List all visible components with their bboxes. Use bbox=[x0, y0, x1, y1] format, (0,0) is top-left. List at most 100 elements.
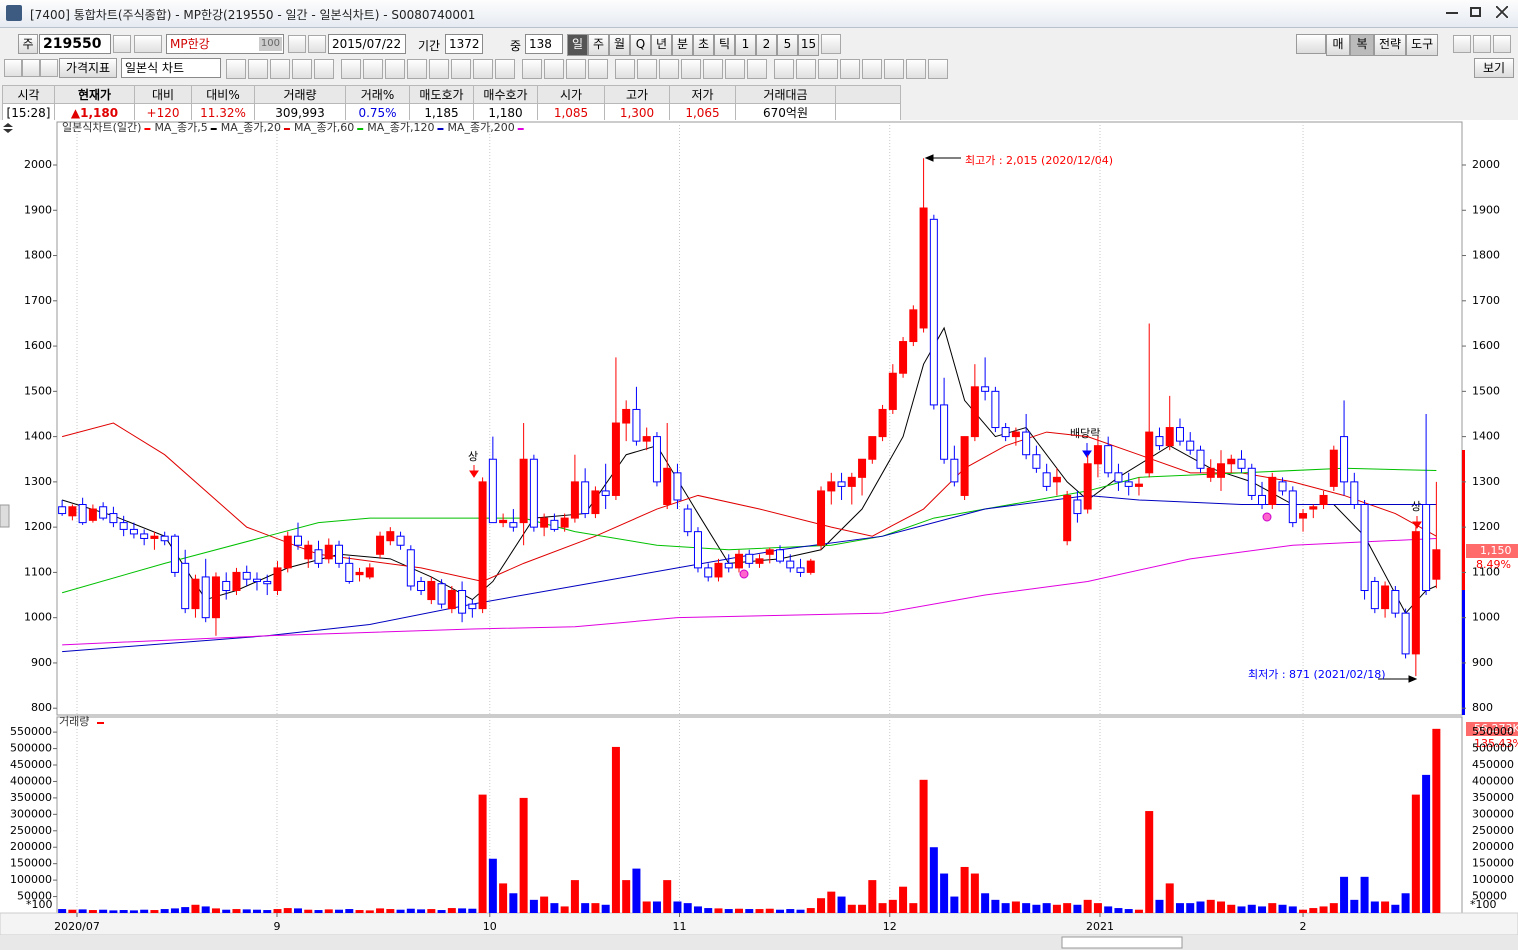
interval-button[interactable]: 년 bbox=[651, 34, 672, 56]
tool-icon[interactable] bbox=[248, 59, 268, 79]
tool-icon[interactable] bbox=[22, 59, 40, 77]
tool-icon[interactable] bbox=[818, 59, 838, 79]
mid-input[interactable]: 138 bbox=[525, 34, 563, 54]
mid-label: 중 bbox=[510, 39, 522, 53]
volume-bar bbox=[817, 898, 826, 913]
name-input[interactable]: MP한강 100 bbox=[166, 34, 284, 54]
window-title: [7400] 통합차트(주식종합) - MP한강(219550 - 일간 - 일… bbox=[30, 8, 476, 22]
tool-icon[interactable] bbox=[363, 59, 383, 79]
tool-icon[interactable] bbox=[1493, 35, 1511, 53]
tool-icon[interactable] bbox=[774, 59, 794, 79]
period-input[interactable]: 1372 bbox=[445, 34, 483, 54]
high-arrow bbox=[924, 154, 961, 162]
tool-icon[interactable] bbox=[385, 59, 405, 79]
tool-icon[interactable] bbox=[637, 59, 657, 79]
interval-button[interactable]: 틱 bbox=[714, 34, 735, 56]
tool-icon[interactable] bbox=[796, 59, 816, 79]
search-button[interactable] bbox=[113, 35, 131, 53]
tool-icon[interactable] bbox=[703, 59, 723, 79]
scale-icon[interactable] bbox=[3, 123, 13, 133]
tool-icon[interactable] bbox=[884, 59, 904, 79]
y-tick-label: 1000 bbox=[24, 611, 52, 624]
tool-icon[interactable] bbox=[544, 59, 564, 79]
interval-button[interactable]: 월 bbox=[609, 34, 630, 56]
tool-icon[interactable] bbox=[226, 59, 246, 79]
volume-bar bbox=[1165, 883, 1174, 913]
interval-button[interactable]: 초 bbox=[693, 34, 714, 56]
tool-icon[interactable] bbox=[821, 34, 841, 54]
toolbar-button[interactable]: 도구 bbox=[1406, 34, 1439, 56]
tool-icon[interactable] bbox=[473, 59, 493, 79]
code-input[interactable]: 219550 bbox=[39, 34, 111, 54]
tool-icon[interactable] bbox=[292, 59, 312, 79]
market-button[interactable]: 주 bbox=[18, 34, 38, 54]
date-input[interactable]: 2015/07/22 bbox=[328, 34, 406, 54]
interval-button[interactable]: 5 bbox=[777, 34, 798, 56]
tool-icon[interactable] bbox=[341, 59, 361, 79]
tool-icon[interactable] bbox=[906, 59, 926, 79]
event-marker[interactable] bbox=[739, 569, 749, 579]
toolbar-button[interactable]: 전략 bbox=[1374, 34, 1407, 56]
tool-icon[interactable] bbox=[314, 59, 334, 79]
interval-button[interactable]: 1 bbox=[735, 34, 756, 56]
scrollbar-thumb[interactable] bbox=[1061, 936, 1183, 949]
side-toggle[interactable] bbox=[0, 504, 10, 528]
candle-body bbox=[1401, 612, 1410, 655]
candle-body bbox=[570, 481, 579, 519]
tool-icon[interactable] bbox=[429, 59, 449, 79]
volume-bar bbox=[406, 908, 415, 913]
tool-icon[interactable] bbox=[659, 59, 679, 79]
view-button[interactable]: 보기 bbox=[1474, 58, 1514, 78]
candle-body bbox=[1001, 427, 1010, 438]
candle-body bbox=[447, 590, 456, 610]
volume-bar bbox=[1032, 904, 1041, 913]
chart-type-select[interactable]: 일본식 차트 bbox=[121, 58, 221, 78]
toolbar-button[interactable]: 복 bbox=[1350, 34, 1374, 56]
quote-table: 시각 현재가 대비 대비% 거래량 거래% 매도호가 매수호가 시가 고가 저가 거래대금 [15:28… bbox=[2, 85, 901, 122]
toolbar-button[interactable]: 매 bbox=[1326, 34, 1350, 56]
tool-icon[interactable] bbox=[4, 59, 22, 77]
tool-icon[interactable] bbox=[40, 59, 58, 77]
tool-icon[interactable] bbox=[566, 59, 586, 79]
tool-icon[interactable] bbox=[840, 59, 860, 79]
interval-button[interactable]: 2 bbox=[756, 34, 777, 56]
volume-bar bbox=[58, 909, 67, 913]
candle-body bbox=[909, 309, 918, 343]
sort-button[interactable] bbox=[134, 35, 162, 53]
tool-icon[interactable] bbox=[588, 59, 608, 79]
legend-entry: MA_종가,200 bbox=[447, 121, 514, 134]
volume-tick-label: 350000 bbox=[1472, 791, 1514, 804]
volume-bar bbox=[1360, 876, 1369, 913]
interval-button[interactable]: 15 bbox=[798, 34, 819, 56]
window-controls[interactable] bbox=[1440, 4, 1512, 22]
tool-icon[interactable] bbox=[725, 59, 745, 79]
tool-icon[interactable] bbox=[747, 59, 767, 79]
tool-icon[interactable] bbox=[495, 59, 515, 79]
tool-icon[interactable] bbox=[1473, 35, 1491, 53]
interval-button[interactable]: 분 bbox=[672, 34, 693, 56]
tool-icon[interactable] bbox=[407, 59, 427, 79]
event-marker[interactable] bbox=[1262, 512, 1272, 522]
indicator-button[interactable]: 가격지표 bbox=[59, 58, 117, 78]
prev-button[interactable] bbox=[308, 35, 326, 53]
cloud-button[interactable] bbox=[1296, 34, 1326, 54]
volume-bar bbox=[396, 909, 405, 913]
x-tick-label: 11 bbox=[673, 920, 687, 933]
next-button[interactable] bbox=[288, 35, 306, 53]
interval-button[interactable]: 일 bbox=[567, 34, 588, 56]
tool-icon[interactable] bbox=[522, 59, 542, 79]
interval-button[interactable]: Q bbox=[630, 34, 651, 56]
volume-bar bbox=[88, 910, 97, 913]
tool-icon[interactable] bbox=[681, 59, 701, 79]
tool-icon[interactable] bbox=[451, 59, 471, 79]
chart: 일본식차트(일간) MA_종가,5 MA_종가,20 MA_종가,60 MA_종가,12… bbox=[0, 120, 1518, 950]
quote-value bbox=[835, 103, 901, 122]
candle-body bbox=[1022, 431, 1031, 456]
interval-button[interactable]: 주 bbox=[588, 34, 609, 56]
tool-icon[interactable] bbox=[862, 59, 882, 79]
volume-unit-label: *100 bbox=[1470, 898, 1497, 911]
tool-icon[interactable] bbox=[1453, 35, 1471, 53]
tool-icon[interactable] bbox=[270, 59, 290, 79]
tool-icon[interactable] bbox=[928, 59, 948, 79]
tool-icon[interactable] bbox=[615, 59, 635, 79]
